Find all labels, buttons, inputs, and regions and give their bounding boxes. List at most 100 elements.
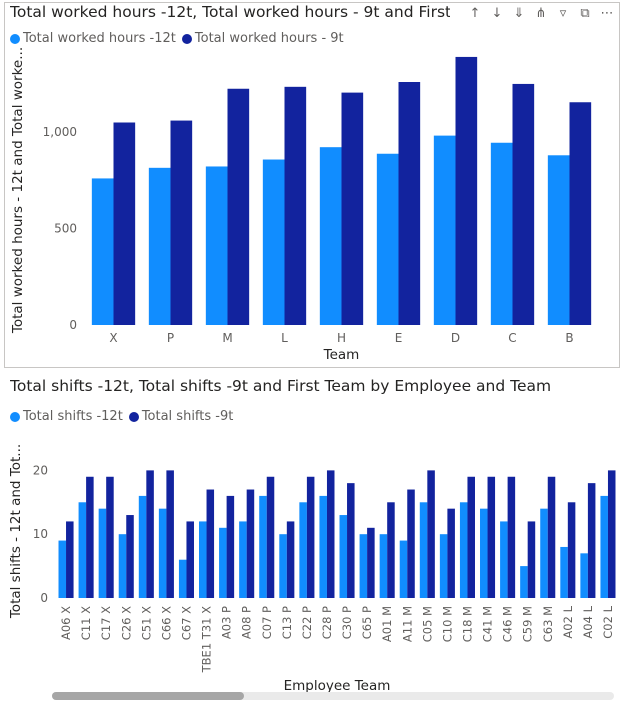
shifts-visual[interactable]: 0 10 20 A06 X C11 X C17 X C26 X C51 X C66 X C67 X…: [0, 372, 624, 704]
bar-9t: [226, 495, 235, 598]
bar-12t: [262, 159, 285, 325]
more-options-icon[interactable]: ⋯: [600, 5, 614, 21]
bar-9t: [455, 56, 478, 326]
bar-9t: [227, 88, 250, 325]
x-tick-label: C10 M: [440, 606, 454, 642]
legend-item-9t[interactable]: Total shifts -9t: [128, 409, 234, 424]
bar-9t: [126, 515, 134, 598]
x-tick-label: C63 M: [541, 606, 555, 642]
x-tick-label: A11 M: [400, 606, 414, 642]
x-tick-label: A03 P: [220, 606, 234, 639]
bar-12t: [199, 521, 207, 598]
bar-12t: [239, 521, 247, 598]
bar-12t: [399, 540, 408, 598]
worked-hours-chart-title: Total worked hours -12t, Total worked ho…: [10, 3, 450, 21]
bar-9t: [106, 476, 114, 598]
legend-item-9t[interactable]: Total worked hours - 9t: [181, 31, 344, 46]
x-tick-label: C41 M: [481, 606, 495, 642]
drill-down-icon[interactable]: ⇓: [513, 5, 525, 21]
x-tick-label: A02 L: [561, 605, 575, 638]
y-tick-label: 1,000: [43, 125, 77, 139]
bar-9t: [547, 476, 556, 598]
bar-12t: [600, 495, 608, 598]
worked-hours-legend: Total worked hours -12t Total worked hou…: [10, 31, 350, 46]
bar-9t: [367, 527, 375, 598]
legend-item-12t[interactable]: Total worked hours -12t: [10, 31, 176, 46]
bar-9t: [407, 489, 415, 598]
bar-9t: [507, 476, 516, 598]
legend-label: Total shifts -9t: [141, 409, 234, 424]
x-tick-label: P: [167, 331, 174, 345]
bar-9t: [569, 102, 592, 325]
bar-12t: [376, 153, 399, 325]
focus-mode-icon[interactable]: ⧉: [580, 5, 590, 21]
bar-12t: [138, 495, 147, 598]
x-tick-label: C51 X: [139, 606, 153, 640]
legend-label: Total shifts -12t: [23, 409, 123, 424]
bar-12t: [379, 534, 388, 598]
legend-dot-icon: [181, 33, 192, 44]
sort-ascending-icon[interactable]: ↑: [469, 5, 481, 21]
y-tick-label: 500: [54, 222, 77, 236]
bar-9t: [170, 120, 193, 325]
shifts-chart-title: Total shifts -12t, Total shifts -9t and …: [10, 377, 552, 395]
bar-12t: [178, 559, 187, 598]
x-tick-label: C26 X: [119, 606, 133, 640]
x-tick-label: M: [222, 331, 232, 345]
bar-12t: [433, 135, 456, 325]
bar-12t: [459, 502, 468, 598]
bar-12t: [98, 508, 107, 598]
horizontal-scrollbar-track[interactable]: [52, 692, 614, 700]
legend-dot-icon: [10, 33, 20, 44]
x-tick-label: L: [281, 331, 288, 345]
x-tick-label: C67 X: [179, 606, 193, 640]
bar-12t: [547, 155, 570, 325]
bar-9t: [427, 470, 435, 598]
y-axis-title: Total shifts - 12t and Tot...: [8, 444, 24, 619]
bar-12t: [520, 566, 528, 598]
bar-12t: [118, 534, 127, 598]
sort-descending-icon[interactable]: ↓: [491, 5, 503, 21]
x-tick-label: C02 L: [601, 605, 615, 638]
bar-9t: [567, 502, 576, 598]
legend-item-12t[interactable]: Total shifts -12t: [10, 409, 123, 424]
x-tick-label: A08 P: [240, 606, 254, 639]
bar-9t: [387, 502, 395, 598]
filter-icon[interactable]: ▿: [559, 5, 567, 21]
x-tick-label: A06 X: [59, 606, 73, 640]
bar-12t: [490, 142, 513, 325]
x-tick-label: X: [109, 331, 117, 345]
bar-12t: [540, 508, 548, 598]
bar-9t: [86, 476, 94, 598]
shifts-legend: Total shifts -12t Total shifts -9t: [10, 409, 239, 424]
bar-12t: [279, 534, 287, 598]
y-tick-label: 0: [69, 318, 77, 332]
x-tick-label: TBE1 T31 X: [200, 606, 214, 673]
x-tick-label: C59 M: [521, 606, 535, 642]
bar-12t: [339, 515, 348, 598]
legend-dot-icon: [10, 411, 20, 422]
bar-12t: [359, 534, 368, 598]
bar-9t: [607, 470, 616, 598]
bar-12t: [500, 521, 508, 598]
x-tick-label: A04 L: [581, 605, 595, 638]
bar-9t: [447, 508, 455, 598]
shifts-chart: 0 10 20 A06 X C11 X C17 X C26 X C51 X C66 X C67 X…: [8, 444, 616, 694]
bar-12t: [78, 502, 87, 598]
visual-focus-border: [4, 2, 620, 368]
horizontal-scrollbar-thumb[interactable]: [52, 692, 244, 700]
x-tick-label: C22 P: [300, 606, 314, 639]
legend-label: Total worked hours - 9t: [194, 31, 344, 46]
x-tick-label: C: [508, 331, 516, 345]
bar-9t: [467, 476, 475, 598]
worked-hours-visual[interactable]: 0 500 1,000 X P M L H E D C B Team Total worked hours…: [0, 0, 624, 370]
bar-9t: [66, 521, 74, 598]
x-axis-title: Employee Team: [284, 678, 391, 694]
bar-12t: [319, 495, 327, 598]
bar-12t: [259, 495, 267, 598]
bar-9t: [326, 470, 335, 598]
y-tick-label: 10: [33, 527, 48, 541]
x-tick-label: D: [451, 331, 460, 345]
bar-12t: [148, 167, 171, 325]
expand-hierarchy-icon[interactable]: ⋔: [535, 5, 547, 21]
